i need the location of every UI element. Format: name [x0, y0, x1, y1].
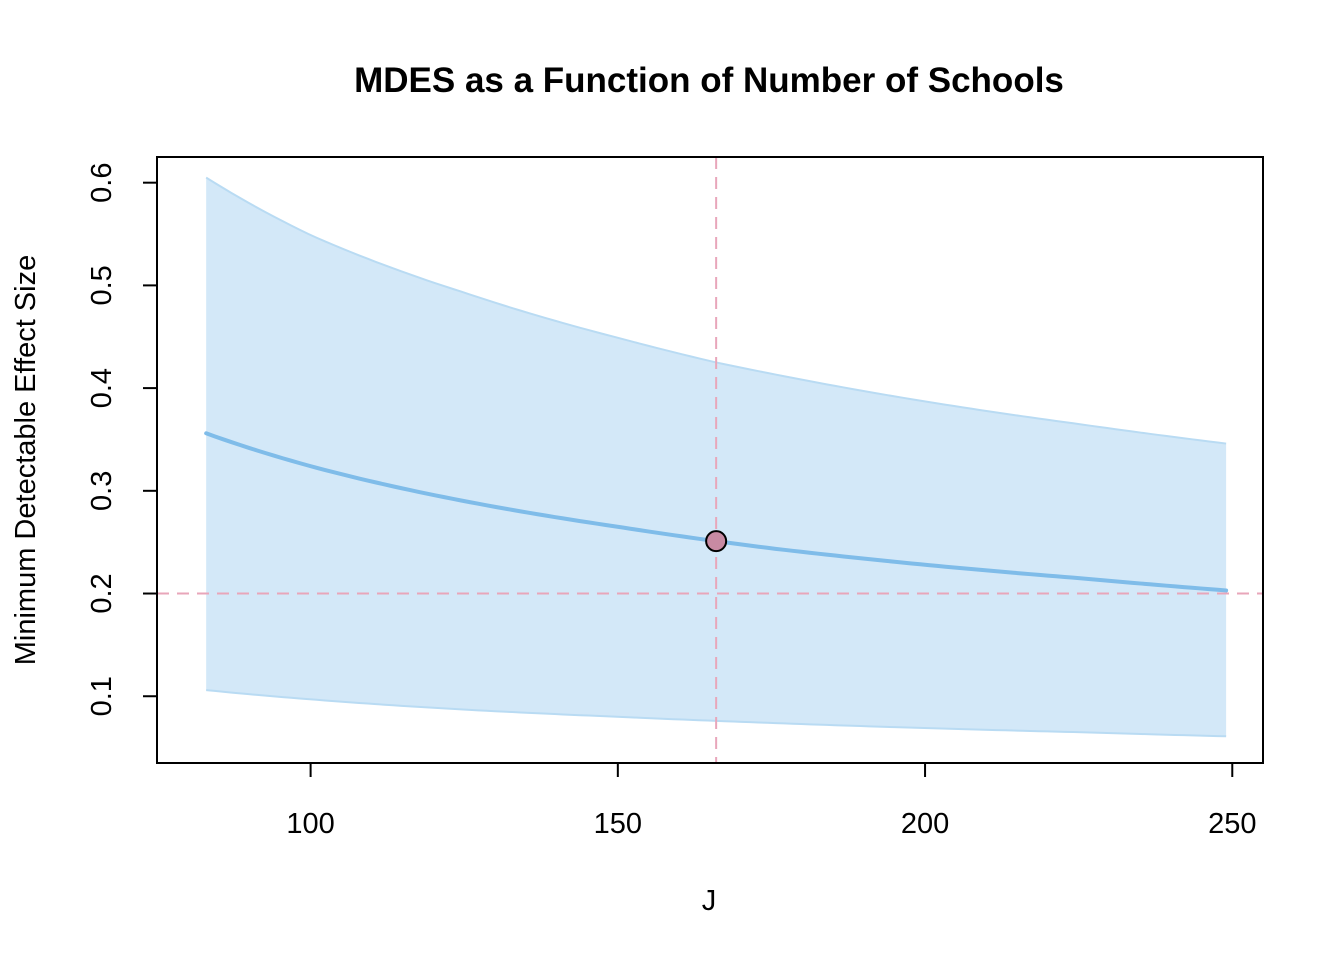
x-tick-label: 200	[901, 808, 949, 840]
chart-title: MDES as a Function of Number of Schools	[354, 61, 1064, 100]
y-axis-label: Minimum Detectable Effect Size	[10, 255, 42, 665]
highlight-point	[705, 530, 728, 553]
confidence-band	[206, 177, 1227, 737]
y-tick-label: 0.5	[86, 265, 118, 305]
x-tick-label: 150	[594, 808, 642, 840]
y-tick-label: 0.1	[86, 676, 118, 716]
x-tick-label: 100	[286, 808, 334, 840]
y-tick-label: 0.6	[86, 163, 118, 203]
y-tick-label: 0.3	[86, 471, 118, 511]
plot-area	[157, 157, 1263, 763]
x-tick-label: 250	[1208, 808, 1256, 840]
y-tick-label: 0.4	[86, 368, 118, 408]
y-tick-label: 0.2	[86, 573, 118, 613]
x-axis-label: J	[702, 885, 717, 917]
y-axis: 0.1 0.2 0.3 0.4 0.5 0.6	[86, 163, 158, 716]
x-axis: 100 150 200 250	[286, 762, 1256, 840]
